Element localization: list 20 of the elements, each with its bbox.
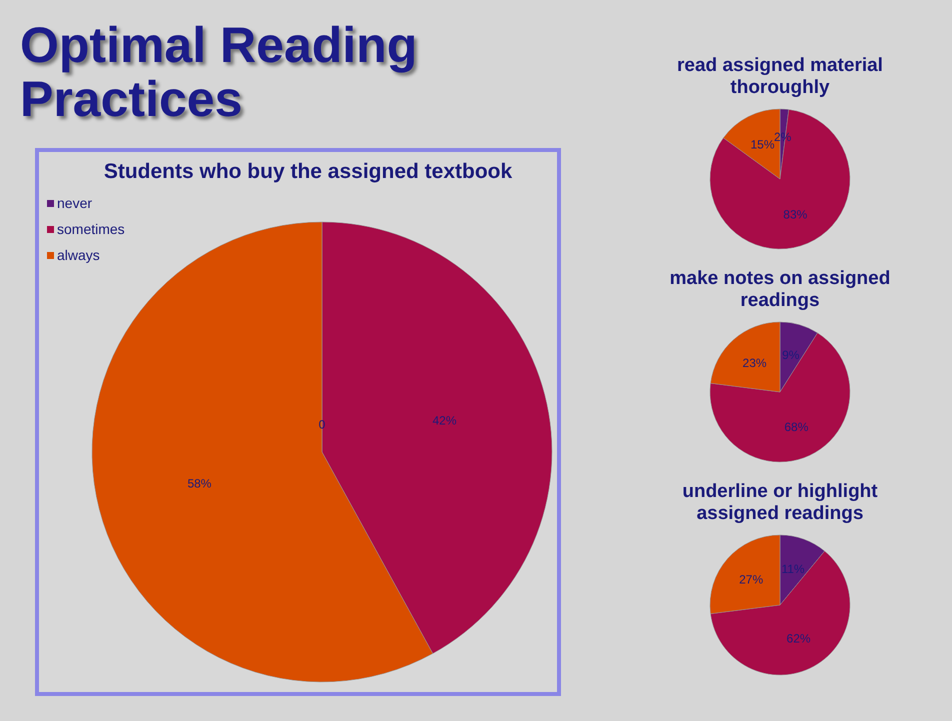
legend-label: never: [57, 194, 92, 213]
data-label: 9%: [782, 348, 800, 362]
data-label: 15%: [750, 138, 775, 152]
chart-title: make notes on assigned readings: [668, 268, 892, 312]
legend-label: always: [57, 246, 100, 265]
data-label: 42%: [432, 414, 457, 428]
chart-title: Optimal Reading Practices: [20, 17, 418, 127]
pie-slice: [710, 109, 850, 250]
data-label: 23%: [742, 356, 767, 370]
data-label: 83%: [783, 207, 808, 222]
data-label: 27%: [739, 572, 764, 587]
data-label: 11%: [781, 562, 805, 576]
chart-title: read assigned material thoroughly: [676, 55, 884, 99]
chart-title: underline or highlight assigned readings: [681, 481, 879, 525]
text: 0: [318, 417, 326, 432]
data-label: 58%: [187, 476, 212, 490]
data-label: 62%: [786, 632, 811, 646]
data-label: 68%: [784, 420, 809, 434]
legend-label: sometimes: [57, 220, 125, 239]
chart-subtitle: Students who buy the assigned textbook: [102, 160, 514, 184]
